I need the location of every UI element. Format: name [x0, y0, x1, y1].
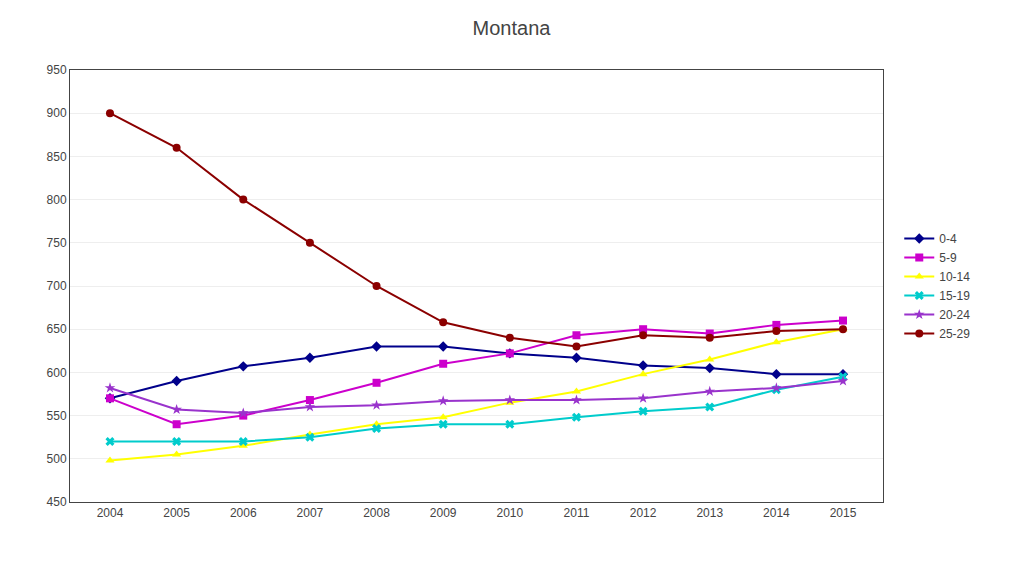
- svg-text:2004: 2004: [97, 506, 124, 520]
- svg-text:0-4: 0-4: [939, 232, 957, 246]
- svg-text:850: 850: [47, 150, 67, 164]
- svg-text:700: 700: [47, 279, 67, 293]
- svg-text:750: 750: [47, 236, 67, 250]
- svg-text:2005: 2005: [163, 506, 190, 520]
- svg-text:550: 550: [47, 409, 67, 423]
- svg-text:650: 650: [47, 322, 67, 336]
- svg-text:2013: 2013: [696, 506, 723, 520]
- svg-text:25-29: 25-29: [939, 327, 970, 341]
- svg-text:600: 600: [47, 366, 67, 380]
- svg-text:2012: 2012: [630, 506, 657, 520]
- svg-text:2007: 2007: [297, 506, 324, 520]
- svg-text:2008: 2008: [363, 506, 390, 520]
- svg-text:950: 950: [47, 63, 67, 77]
- svg-text:2014: 2014: [763, 506, 790, 520]
- svg-text:2015: 2015: [830, 506, 857, 520]
- svg-text:900: 900: [47, 106, 67, 120]
- svg-text:15-19: 15-19: [939, 289, 970, 303]
- svg-text:2011: 2011: [564, 506, 590, 520]
- svg-text:2006: 2006: [230, 506, 257, 520]
- svg-text:500: 500: [47, 452, 67, 466]
- svg-text:10-14: 10-14: [939, 270, 970, 284]
- svg-text:5-9: 5-9: [939, 251, 957, 265]
- svg-text:450: 450: [47, 495, 67, 509]
- svg-text:800: 800: [47, 193, 67, 207]
- svg-text:2009: 2009: [430, 506, 457, 520]
- svg-text:20-24: 20-24: [939, 308, 970, 322]
- svg-text:Montana: Montana: [473, 17, 552, 39]
- svg-text:2010: 2010: [496, 506, 523, 520]
